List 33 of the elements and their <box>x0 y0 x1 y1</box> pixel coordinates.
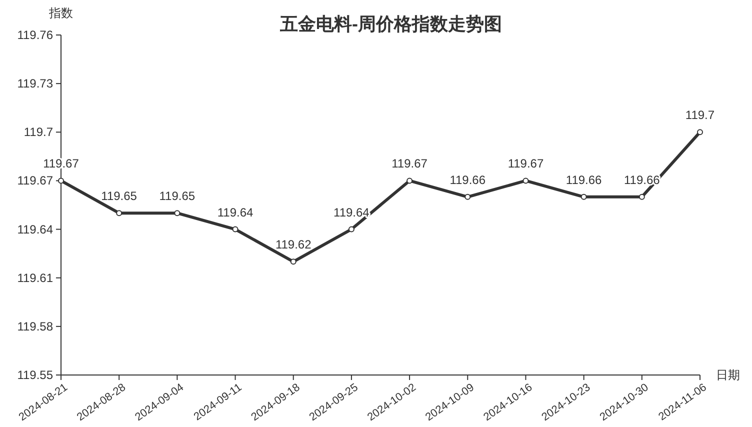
point <box>522 178 529 184</box>
y-tick-label: 119.58 <box>17 319 54 334</box>
x-axis-title: 日期 <box>716 368 740 382</box>
data-label: 119.66 <box>566 172 602 187</box>
point <box>290 258 296 265</box>
y-tick-label: 119.61 <box>17 270 54 285</box>
point <box>116 210 122 216</box>
data-label: 119.65 <box>159 189 196 204</box>
y-tick-label: 119.76 <box>17 28 54 42</box>
point <box>348 226 354 232</box>
data-label: 119.64 <box>334 205 370 220</box>
point <box>580 194 587 200</box>
chart-title: 五金电料-周价格指数走势图 <box>279 14 502 34</box>
y-tick-label: 119.67 <box>17 174 54 188</box>
point <box>232 226 238 232</box>
y-tick-label: 119.55 <box>17 368 54 382</box>
y-tick-label: 119.73 <box>17 76 54 91</box>
data-label: 119.65 <box>101 189 138 204</box>
data-label: 119.62 <box>275 238 312 252</box>
point <box>697 129 703 136</box>
y-axis-title: 指数 <box>48 6 73 20</box>
point <box>58 178 64 184</box>
data-label: 119.67 <box>508 156 544 171</box>
point <box>638 194 645 200</box>
data-label: 119.66 <box>450 172 486 187</box>
point <box>464 194 471 200</box>
point <box>174 210 180 216</box>
data-label: 119.7 <box>685 108 715 122</box>
y-tick-label: 119.64 <box>17 222 54 236</box>
data-label: 119.64 <box>217 205 254 220</box>
y-tick-label: 119.7 <box>24 125 54 140</box>
data-label: 119.67 <box>392 156 428 171</box>
point <box>406 178 413 184</box>
